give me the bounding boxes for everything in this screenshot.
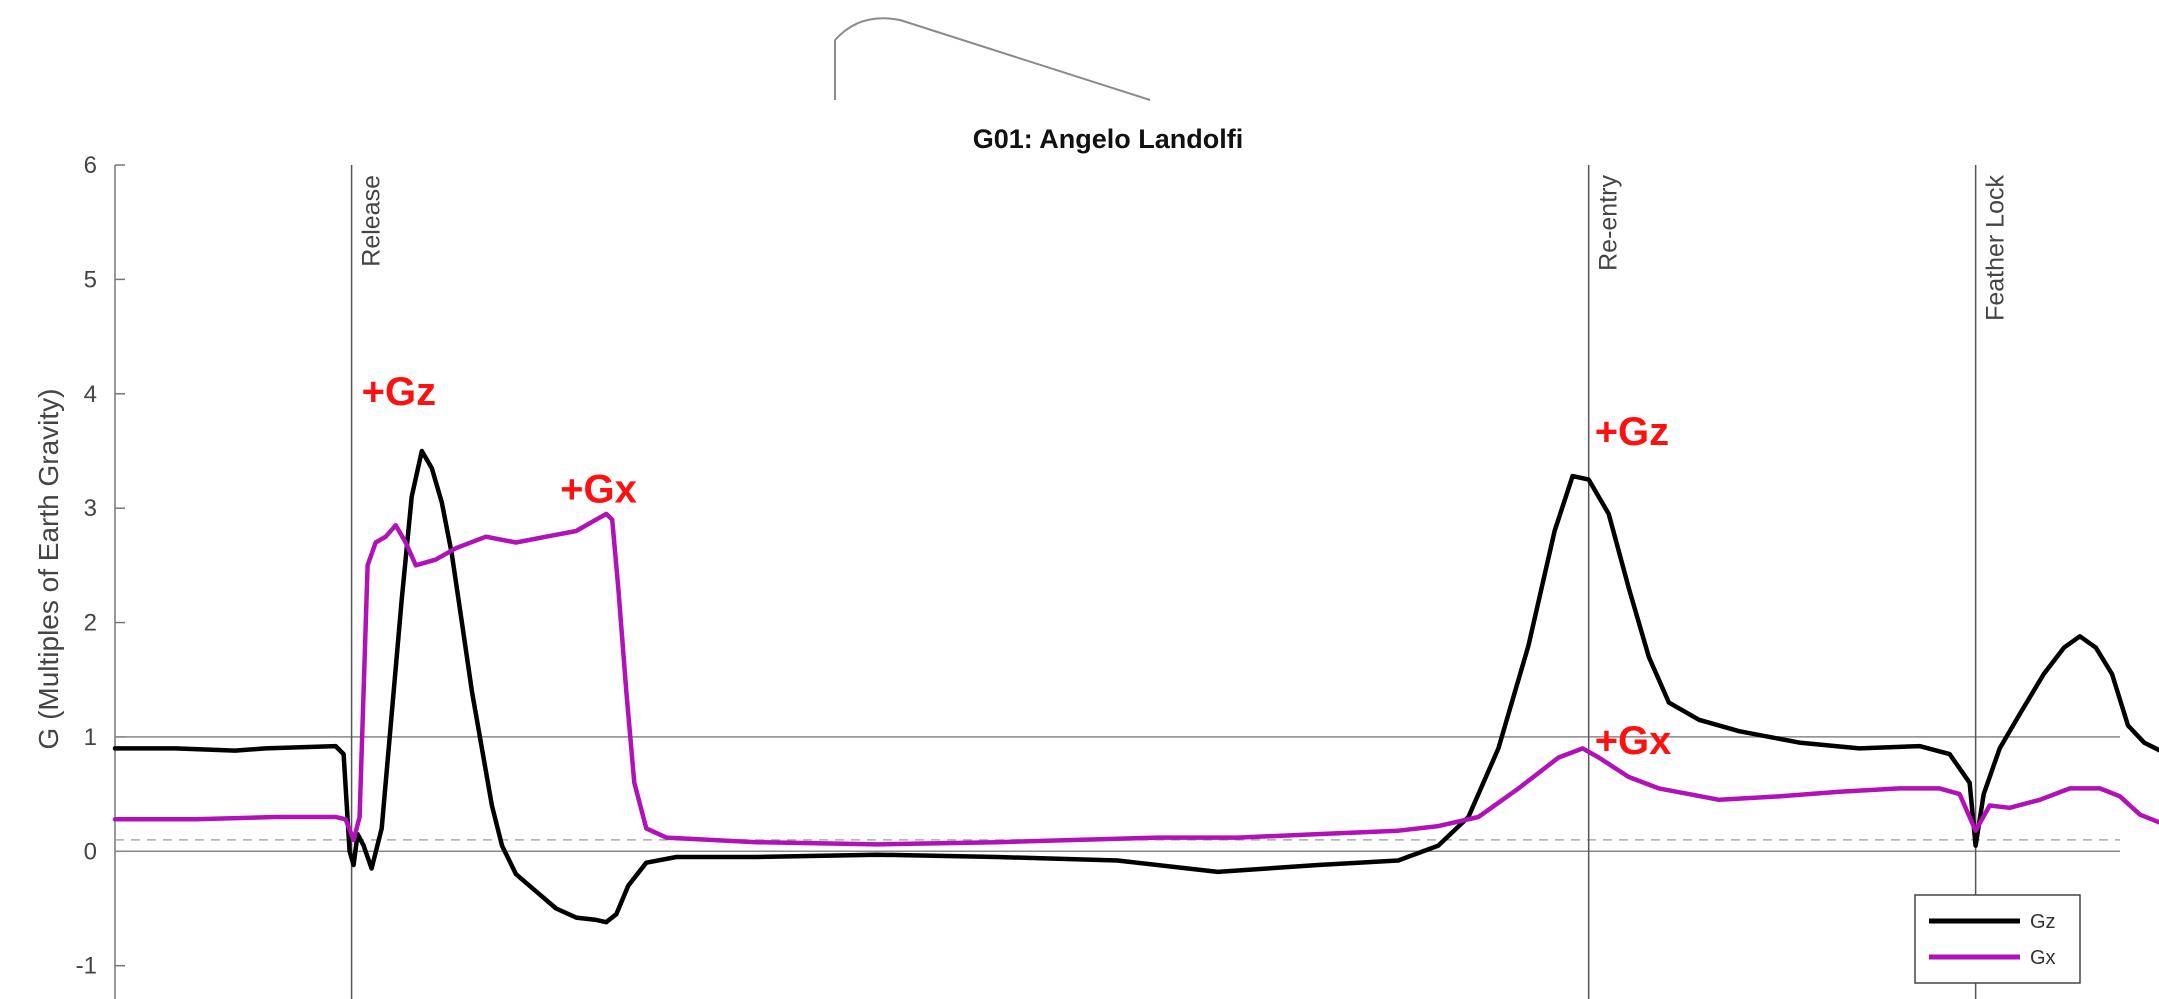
y-tick-label: 0 [84,838,97,865]
y-tick-label: 2 [84,610,97,637]
series-line-gz [112,448,2159,925]
y-tick-label: 6 [84,152,97,179]
event-label: Release [358,175,386,267]
annotation-label: +Gz [1595,410,1669,454]
annotation-label: +Gx [560,467,637,511]
y-axis-label: G (Multiples of Earth Gravity) [33,389,64,750]
y-tick-label: 1 [84,724,97,751]
annotations: +Gz +Gx +Gz +Gx [362,370,1672,763]
annotation-label: +Gx [1595,719,1672,763]
y-tick-label: -1 [76,953,97,980]
legend-label: Gz [2030,911,2056,933]
series-line-gx [112,511,2159,847]
legend-label: Gx [2030,947,2056,969]
y-tick-label: 5 [84,266,97,293]
y-tick-label: 3 [84,495,97,522]
decorative-callout-line [834,17,1151,101]
series-group [112,448,2159,925]
event-label: Feather Lock [1982,175,2010,321]
event-markers: Release Re-entry Feather Lock [350,165,2010,999]
event-label: Re-entry [1595,175,1623,271]
legend-box [1914,894,2081,984]
chart-title: G01: Angelo Landolfi [973,124,1244,154]
reference-lines [115,736,2120,853]
axes: -1 0 1 2 3 4 5 6 [76,152,125,999]
annotation-label: +Gz [362,370,436,414]
legend: Gz Gx [1914,894,2081,984]
y-tick-label: 4 [84,381,97,408]
